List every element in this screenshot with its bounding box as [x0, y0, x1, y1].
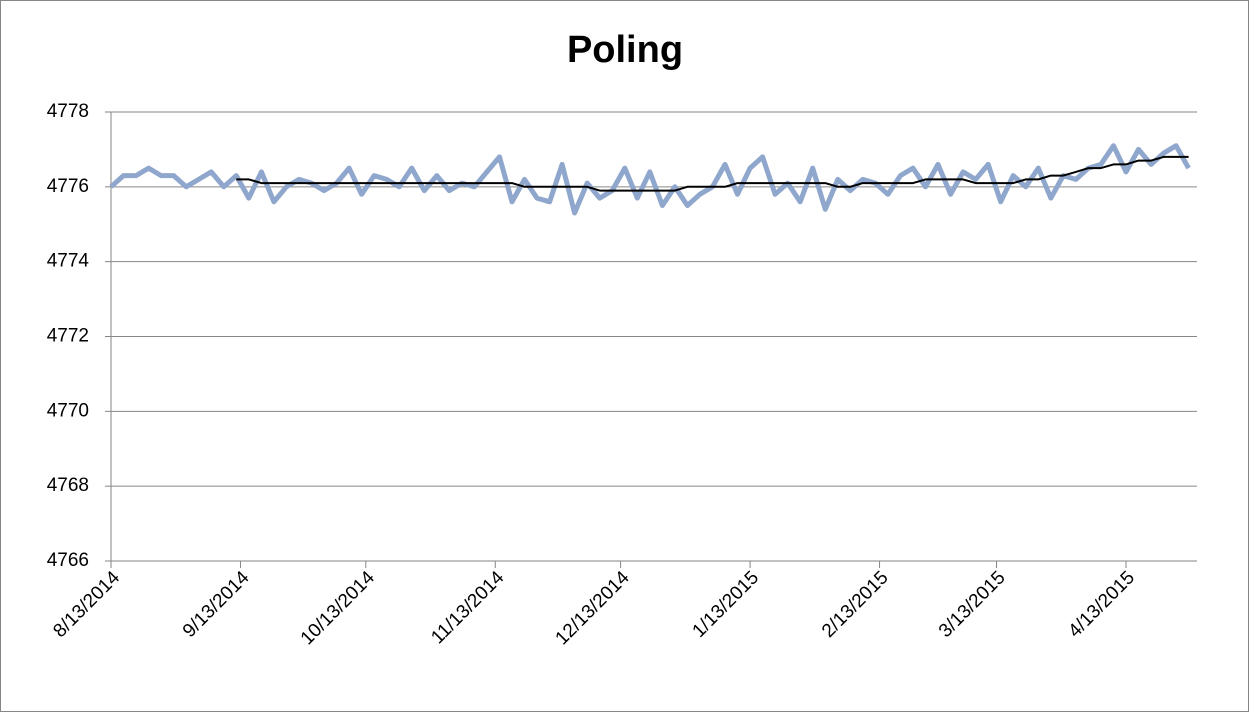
y-tick-label: 4776	[47, 176, 89, 197]
y-tick-label: 4766	[47, 550, 89, 571]
y-tick-label: 4778	[47, 101, 89, 122]
y-tick-label: 4774	[47, 251, 90, 272]
series-line	[236, 155, 1189, 192]
series-line	[109, 143, 1191, 216]
y-tick-label: 4772	[47, 326, 89, 347]
y-tick-label: 4770	[47, 400, 89, 421]
chart-title: Poling	[567, 29, 683, 71]
y-tick-label: 4768	[47, 475, 89, 496]
